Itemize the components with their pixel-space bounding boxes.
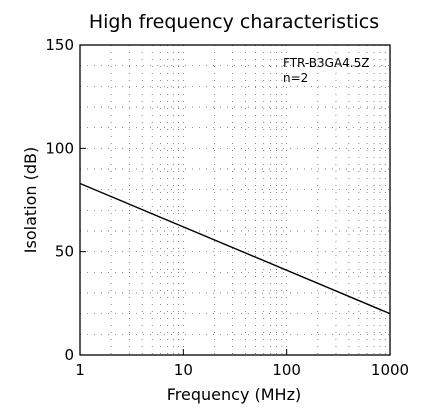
y-tick-label: 0 xyxy=(64,346,74,364)
x-tick-label: 100 xyxy=(272,361,301,379)
n-annotation: n=2 xyxy=(283,71,308,85)
x-axis-label: Frequency (MHz) xyxy=(167,385,301,404)
x-tick-label: 1 xyxy=(75,361,85,379)
series xyxy=(79,182,391,315)
y-tick-label: 150 xyxy=(45,36,74,54)
x-tick-label: 1000 xyxy=(371,361,409,379)
y-axis-label: Isolation (dB) xyxy=(21,147,40,253)
grid xyxy=(80,45,390,355)
part-number-annotation: FTR-B3GA4.5Z xyxy=(283,56,369,70)
y-ticks: 0 50 100 150 xyxy=(45,36,86,364)
series-line xyxy=(79,182,391,315)
plot-frame xyxy=(79,44,391,356)
y-tick-label: 100 xyxy=(45,139,74,157)
x-tick-label: 10 xyxy=(174,361,193,379)
chart-title: High frequency characteristics xyxy=(89,11,379,33)
y-tick-label: 50 xyxy=(55,243,74,261)
x-ticks: 1 10 100 1000 xyxy=(75,349,409,379)
